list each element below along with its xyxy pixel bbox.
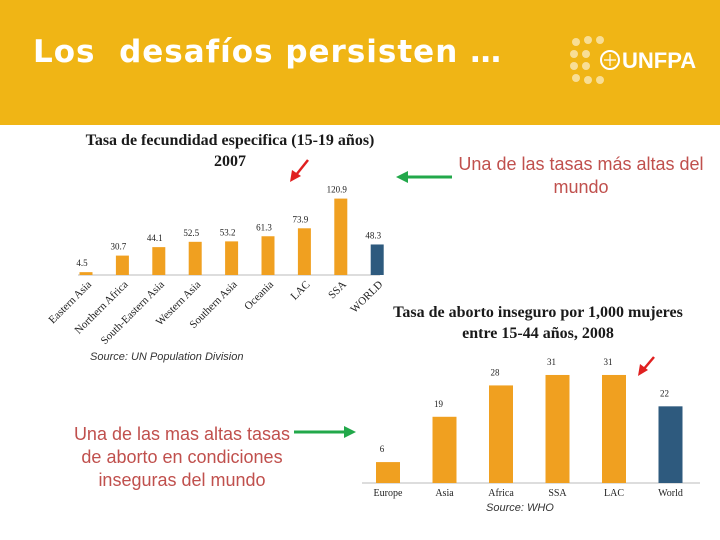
header-bar (0, 0, 720, 125)
top-note: Una de las tasas más altas del mundo (458, 154, 704, 197)
chart1-value-label: 30.7 (111, 242, 127, 252)
chart2-category-label: SSA (548, 488, 567, 499)
chart2-value-label: 22 (660, 388, 669, 398)
chart2-category-label: Asia (435, 488, 454, 499)
chart1-bar (188, 241, 202, 275)
chart1-value-label: 120.9 (327, 185, 348, 195)
chart1-title: Tasa de fecundidad especifica (15-19 año… (85, 132, 375, 170)
chart2-bar (489, 385, 513, 483)
chart1-value-label: 4.5 (76, 258, 88, 268)
chart1-bar (334, 198, 348, 275)
chart1-bar (225, 241, 239, 275)
chart1-value-label: 48.3 (365, 230, 381, 240)
chart2-value-label: 19 (434, 399, 444, 409)
chart1-category-label: Oceania (242, 279, 276, 313)
chart2-bar (432, 416, 457, 483)
chart2-category-label: Europe (374, 488, 403, 499)
chart2-category-label: World (658, 488, 683, 499)
chart1-bar (152, 247, 166, 275)
chart1-bar (370, 244, 384, 275)
chart2-bar (376, 462, 400, 483)
chart1-value-label: 73.9 (293, 214, 309, 224)
chart2-title: Tasa de aborto inseguro por 1,000 mujere… (393, 304, 683, 342)
chart1-category-label: WORLD (348, 279, 385, 316)
red-arrow-chart2 (638, 356, 655, 376)
chart2-bar (658, 406, 683, 483)
green-arrow-bottom (294, 426, 356, 438)
chart1-bar (261, 236, 275, 275)
chart1-bar (79, 272, 93, 275)
chart1-bar (115, 255, 129, 275)
chart1-value-label: 52.5 (183, 228, 199, 238)
chart1-category-label: South-Eastern Asia (99, 279, 167, 347)
slide-title: Los desafíos persisten … (33, 34, 503, 70)
chart2-plot: 6 Europe 19 Asia 28 Africa 31 SSA 31 LAC 22 World (362, 357, 700, 499)
chart1-value-label: 53.2 (220, 227, 236, 237)
chart2-category-label: Africa (488, 488, 514, 499)
chart1-category-label: SSA (326, 279, 349, 302)
chart1-value-label: 61.3 (256, 222, 272, 232)
bottom-note: Una de las mas altas tasas de aborto en … (73, 424, 291, 490)
chart1-value-label: 44.1 (147, 233, 163, 243)
logo-text: UNFPA (622, 48, 696, 73)
chart2-bar (602, 374, 626, 483)
chart1-source: Source: UN Population Division (90, 351, 244, 363)
chart1-bar (297, 228, 311, 275)
chart2-bar (545, 374, 570, 483)
chart2-value-label: 28 (491, 367, 501, 377)
chart2-value-label: 31 (547, 357, 556, 367)
green-arrow-top (396, 171, 452, 183)
chart2-category-label: LAC (604, 488, 624, 499)
red-arrow-chart1 (290, 159, 309, 182)
unfpa-logo: UNFPA (570, 36, 696, 84)
chart2-value-label: 6 (380, 444, 385, 454)
chart1-category-label: LAC (288, 279, 312, 303)
chart2-value-label: 31 (604, 357, 613, 367)
chart2-source: Source: WHO (486, 502, 554, 514)
